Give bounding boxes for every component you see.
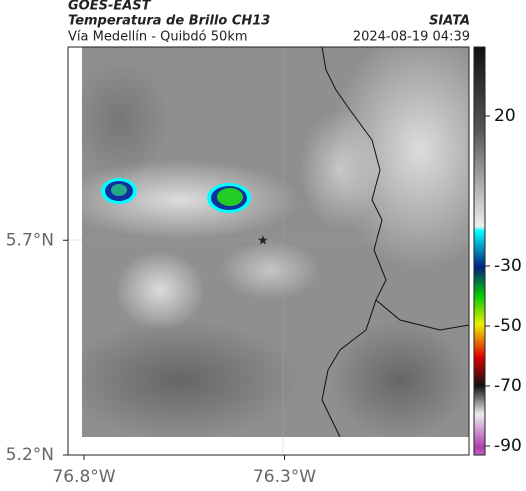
colorbar-tick-label: -50: [494, 316, 522, 336]
map-frame: [67, 46, 470, 456]
colorbar-tick-label: -30: [494, 256, 522, 276]
x-tick-label: 76.8°W: [52, 467, 115, 487]
brand: SIATA: [429, 14, 470, 29]
source: GOES-EAST: [68, 0, 152, 14]
colorbar-tick-label: -90: [494, 436, 522, 456]
y-tick-label: 5.2°N: [6, 445, 54, 465]
y-tick-label: 5.7°N: [6, 230, 54, 250]
colorbar-tick-label: 20: [494, 106, 516, 126]
route: Vía Medellín - Quibdó 50km: [68, 30, 248, 45]
timestamp: 2024-08-19 04:39: [353, 30, 470, 45]
satellite-image: [82, 47, 469, 437]
title: Temperatura de Brillo CH13: [68, 14, 270, 29]
colorbar: [473, 46, 486, 456]
city-marker: ★: [257, 234, 269, 249]
colorbar-tick-label: -70: [494, 376, 522, 396]
x-tick-label: 76.3°W: [253, 467, 316, 487]
